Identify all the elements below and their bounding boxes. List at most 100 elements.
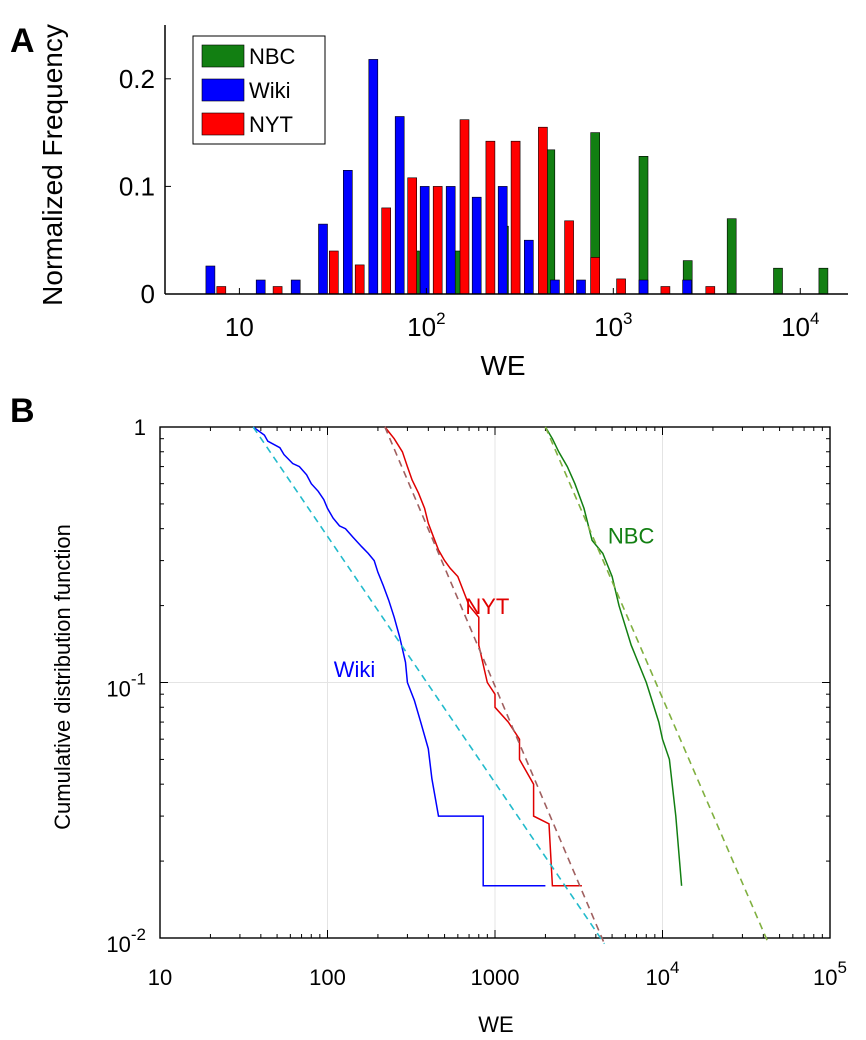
panel-a-y-tick-2: 0.2 — [119, 64, 155, 94]
legend-swatch-nbc — [201, 44, 245, 68]
legend-label-nbc: NBC — [249, 44, 296, 69]
panel-b-x-tick-3-exponent: 4 — [670, 958, 679, 977]
panel-b-x-tick-0-base: 10 — [148, 965, 172, 990]
panel-b-y-tick-2-base: 1 — [134, 415, 146, 440]
bar-nyt-10 — [538, 126, 548, 295]
series-line-wiki — [252, 426, 546, 887]
panel-a-x-tick-0: 10 — [225, 312, 254, 342]
panel-a-x-tick-2-exponent: 3 — [623, 309, 632, 328]
panel-b-x-ticks: 10 100 1000 104 105 — [148, 958, 847, 990]
panel-a-x-axis-label: WE — [480, 350, 525, 381]
panel-b-y-ticks: 10-210-11 — [106, 415, 146, 957]
panel-a-x-tick-3-exponent: 4 — [810, 309, 819, 328]
bar-wiki-10 — [497, 186, 508, 295]
curve-label-nyt: NYT — [465, 594, 509, 619]
bar-wiki-8 — [445, 186, 456, 295]
panel-b-x-tick-2-base: 1000 — [471, 965, 520, 990]
bar-nbc-8 — [773, 267, 783, 295]
panel-a-axes — [164, 25, 848, 295]
panel-b-x-tick-4: 105 — [813, 958, 847, 990]
bar-wiki-5 — [368, 59, 379, 295]
bar-wiki-7 — [419, 186, 430, 295]
series-line-nbc — [544, 426, 683, 886]
panel-a-bars — [205, 59, 829, 295]
panel-b-y-tick-1: 10-1 — [106, 670, 146, 702]
panel-a-x-tick-2-base: 10 — [594, 312, 623, 342]
panel-b-y-tick-1-exponent: -1 — [131, 670, 146, 689]
panel-b-x-tick-3-base: 10 — [646, 965, 670, 990]
bar-nyt-15 — [705, 286, 716, 295]
bar-nbc-5 — [638, 156, 649, 295]
panel-a-x-tick-2: 103 — [594, 309, 632, 342]
bar-nyt-6 — [432, 186, 443, 295]
bar-nyt-12 — [590, 257, 601, 295]
panel-a-y-tick-1: 0.1 — [119, 171, 155, 201]
bar-nyt-2 — [328, 250, 339, 295]
bar-wiki-2 — [290, 279, 301, 295]
bar-nyt-7 — [459, 119, 470, 295]
panel-a-y-ticks: 0 0.1 0.2 — [119, 64, 171, 309]
bar-wiki-3 — [318, 223, 328, 295]
panel-b-x-tick-4-exponent: 5 — [838, 958, 847, 977]
bar-wiki-12 — [550, 279, 560, 295]
panel-a-label: A — [10, 22, 35, 60]
bar-nbc-9 — [818, 267, 829, 295]
panel-a-x-tick-3-base: 10 — [781, 312, 810, 342]
panel-a-x-ticks: 10 102 103 104 — [225, 288, 819, 342]
bar-nyt-0 — [216, 286, 227, 295]
panel-a-x-tick-3: 104 — [781, 309, 819, 342]
legend: NBC Wiki NYT — [192, 35, 326, 145]
bar-wiki-0 — [205, 265, 216, 295]
bar-wiki-15 — [682, 279, 692, 295]
curve-label-wiki: Wiki — [334, 657, 376, 682]
bar-nyt-5 — [407, 177, 418, 295]
bar-wiki-11 — [523, 239, 534, 295]
bar-wiki-13 — [576, 279, 586, 295]
series-line-nyt-fit — [384, 426, 606, 945]
panel-b-x-tick-1: 100 — [309, 965, 346, 990]
panel-b-y-tick-1-base: 10 — [106, 677, 130, 702]
panel-b-x-tick-2: 1000 — [471, 965, 520, 990]
panel-b-grid — [160, 427, 830, 938]
legend-swatch-wiki — [201, 78, 245, 102]
bar-nyt-14 — [660, 286, 671, 295]
panel-a-y-axis-label: Normalized Frequency — [37, 24, 68, 306]
panel-b-label: B — [10, 392, 35, 430]
series-line-wiki-fit — [252, 426, 606, 945]
panel-b-lines — [252, 426, 770, 945]
panel-b-x-tick-3: 104 — [646, 958, 680, 990]
bar-nyt-4 — [381, 207, 392, 295]
panel-b-curve-labels: Wiki NYT NBC — [334, 523, 655, 682]
panel-b-minor-ticks — [159, 427, 830, 939]
bar-nyt-9 — [510, 140, 521, 295]
bar-nyt-3 — [354, 264, 365, 295]
panel-a-y-tick-0: 0 — [141, 279, 155, 309]
bar-wiki-4 — [342, 170, 353, 295]
series-line-nyt — [384, 426, 582, 887]
panel-a-x-tick-1-base: 10 — [407, 312, 436, 342]
panel-a-x-tick-1-exponent: 2 — [436, 309, 445, 328]
panel-b-y-tick-0-base: 10 — [106, 932, 130, 957]
legend-label-nyt: NYT — [249, 112, 293, 137]
bar-nbc-7 — [726, 218, 737, 295]
panel-b-x-axis-label: WE — [478, 1012, 513, 1037]
panel-b-axes — [159, 426, 831, 939]
bar-wiki-9 — [471, 196, 482, 295]
bar-nyt-11 — [564, 220, 574, 295]
series-line-nbc-fit — [544, 426, 770, 945]
panel-a: A 10 102 103 104 00.10.2 WE Normalized Freq… — [10, 22, 848, 381]
bar-nyt-8 — [485, 140, 496, 295]
legend-swatch-nyt — [201, 112, 245, 136]
bar-wiki-14 — [638, 279, 649, 295]
panel-b-y-tick-0-exponent: -2 — [131, 925, 146, 944]
bar-nyt-1 — [272, 286, 283, 295]
curve-label-nbc: NBC — [608, 523, 655, 548]
panel-a-x-tick-1: 102 — [407, 309, 445, 342]
bar-nyt-13 — [616, 278, 626, 295]
panel-b-y-axis-label: Cumulative distribution function — [50, 524, 75, 830]
panel-b-x-tick-1-base: 100 — [309, 965, 346, 990]
panel-a-x-tick-0-base: 10 — [225, 312, 254, 342]
bar-wiki-6 — [394, 116, 405, 295]
